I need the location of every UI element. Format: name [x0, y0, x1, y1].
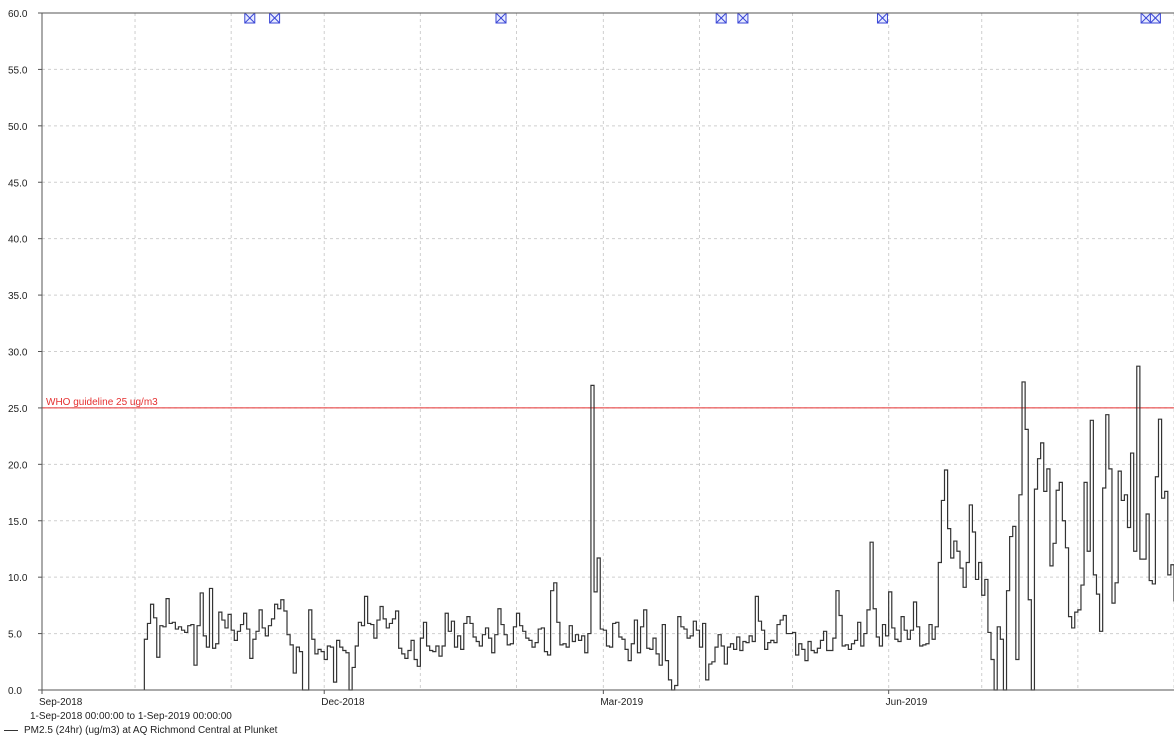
legend-series-label: PM2.5 (24hr) (ug/m3) at AQ Richmond Cent… [24, 725, 278, 736]
gap-marker [876, 12, 888, 24]
gap-markers [244, 12, 1161, 24]
gap-marker-cross [1140, 12, 1152, 24]
x-tick-label: Sep-2018 [39, 697, 83, 708]
gap-marker-cross [244, 12, 256, 24]
y-tick-label: 25.0 [8, 404, 28, 415]
who-guideline-label: WHO guideline 25 ug/m3 [46, 397, 158, 408]
legend-line-swatch [4, 730, 18, 731]
gap-marker-cross [1150, 12, 1161, 24]
gap-marker-cross [495, 12, 507, 24]
gap-marker [715, 12, 727, 24]
y-axis-ticks: 0.0 5.0 10.0 15.0 20.0 25.0 30.0 35.0 40.0 45.0 50… [8, 9, 42, 697]
gap-marker-cross [737, 12, 749, 24]
y-tick-label: 10.0 [8, 573, 28, 584]
gap-marker [495, 12, 507, 24]
y-tick-label: 40.0 [8, 235, 28, 246]
x-tick-label: Mar-2019 [600, 697, 643, 708]
gap-marker [269, 12, 281, 24]
legend: PM2.5 (24hr) (ug/m3) at AQ Richmond Cent… [4, 725, 277, 736]
y-tick-label: 35.0 [8, 291, 28, 302]
x-axis-ticks: Sep-2018 Dec-2018 Mar-2019 Jun-2019 [39, 690, 928, 708]
gap-marker [244, 12, 256, 24]
series-layer [143, 365, 1174, 691]
y-tick-label: 55.0 [8, 65, 28, 76]
gap-marker-cross [877, 12, 888, 24]
y-tick-label: 30.0 [8, 348, 28, 359]
y-tick-label: 45.0 [8, 178, 28, 189]
y-tick-label: 15.0 [8, 517, 28, 528]
y-tick-label: 20.0 [8, 460, 28, 471]
gap-marker-cross [715, 12, 727, 24]
gap-marker [1149, 12, 1161, 24]
y-tick-label: 50.0 [8, 122, 28, 133]
gap-marker [1140, 12, 1152, 24]
x-tick-label: Dec-2018 [321, 697, 365, 708]
pm25-series-line [143, 365, 1174, 691]
gap-marker-cross [269, 12, 280, 24]
y-tick-label: 60.0 [8, 9, 28, 20]
date-range-label: 1-Sep-2018 00:00:00 to 1-Sep-2019 00:00:… [30, 711, 232, 722]
gap-marker [737, 12, 749, 24]
guideline-layer: WHO guideline 25 ug/m3 [42, 397, 1174, 409]
y-tick-label: 0.0 [8, 686, 22, 697]
y-tick-label: 5.0 [8, 630, 22, 641]
x-tick-label: Jun-2019 [886, 697, 928, 708]
